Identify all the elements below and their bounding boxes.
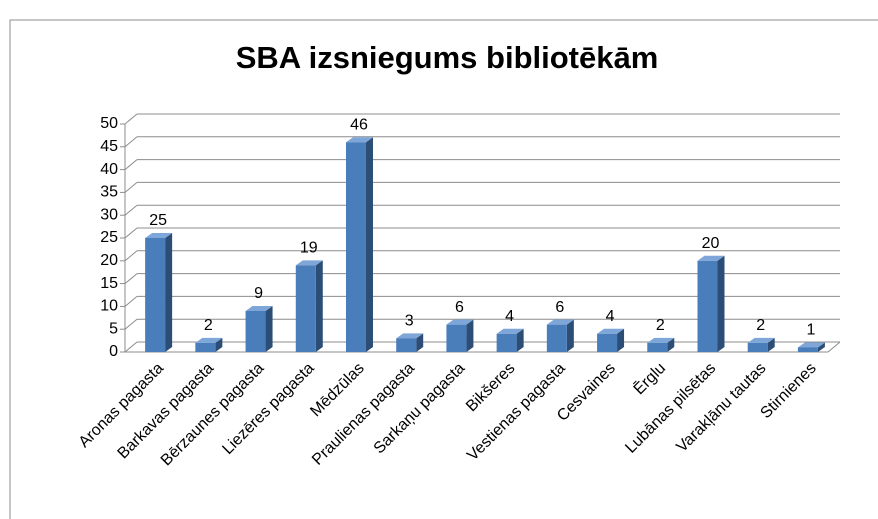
bar-side (767, 337, 775, 352)
bar-top (496, 328, 524, 334)
data-label: 1 (806, 322, 815, 339)
bar-top (295, 260, 323, 266)
chart-title: SBA izsniegums bibliotēkām (236, 40, 659, 75)
bar-side (566, 319, 574, 352)
bar-side (516, 328, 524, 352)
data-label: 2 (204, 317, 213, 334)
bar-side (717, 255, 725, 352)
bar-side (265, 305, 273, 352)
bar-side (315, 260, 323, 352)
bar (396, 338, 417, 352)
bar (295, 265, 316, 352)
bar-top (597, 328, 625, 334)
bar-top (697, 255, 725, 261)
bar (747, 342, 768, 352)
y-tick-label: 15 (100, 275, 118, 292)
bar-side (365, 137, 373, 352)
bar-side (466, 319, 474, 352)
bar-side (215, 337, 223, 352)
grid-line (124, 318, 138, 330)
bar-side (165, 233, 173, 352)
grid-line (124, 273, 138, 284)
bar (195, 342, 216, 352)
y-tick-label: 35 (100, 184, 118, 201)
bar (496, 333, 517, 352)
y-tick-label: 10 (100, 298, 118, 315)
bar-top (145, 233, 173, 238)
bar (446, 324, 467, 352)
bar-top (647, 337, 675, 343)
data-label: 2 (756, 317, 765, 334)
bar (697, 260, 718, 352)
data-label: 6 (555, 299, 564, 316)
data-label: 25 (149, 212, 167, 229)
bar-top (747, 337, 775, 343)
grid-line (124, 296, 138, 307)
bar-top (797, 342, 825, 348)
bar-side (617, 328, 625, 352)
data-label: 4 (505, 308, 514, 325)
bar-top (396, 333, 424, 339)
bar (145, 238, 166, 352)
bar-side (667, 337, 675, 352)
bar-side (416, 333, 424, 352)
data-label: 3 (405, 313, 414, 330)
bar (597, 333, 618, 352)
bar-top (245, 305, 273, 311)
data-label: 6 (455, 299, 464, 316)
y-tick-label: 40 (100, 161, 118, 178)
bar (647, 342, 668, 352)
grid-line (124, 341, 138, 353)
grid-line (124, 227, 138, 239)
grid-line (124, 159, 138, 170)
grid-line (124, 136, 138, 148)
data-label: 2 (656, 317, 665, 334)
bar-top (195, 337, 223, 343)
bar (797, 347, 818, 352)
grid-line (124, 204, 138, 216)
y-tick-label: 50 (100, 115, 118, 132)
y-tick-label: 0 (109, 343, 118, 360)
y-tick-label: 30 (100, 206, 118, 223)
data-label: 46 (350, 116, 368, 133)
data-label: 20 (702, 235, 720, 252)
grid-line (124, 250, 138, 262)
bar (245, 310, 266, 352)
y-tick-label: 45 (100, 138, 118, 155)
grid-line (124, 182, 138, 193)
bar-top (446, 319, 474, 325)
bar (345, 142, 366, 352)
bar (546, 324, 567, 352)
floor-right (827, 341, 841, 353)
y-tick-label: 25 (100, 229, 118, 246)
data-label: 4 (606, 308, 615, 325)
y-tick-label: 5 (109, 320, 118, 337)
grid-line (124, 113, 138, 125)
bar-top (345, 137, 373, 143)
y-tick-label: 20 (100, 252, 118, 269)
data-label: 19 (300, 240, 318, 257)
data-label: 9 (254, 285, 263, 302)
bar-top (546, 319, 574, 325)
bar-side (817, 342, 825, 352)
